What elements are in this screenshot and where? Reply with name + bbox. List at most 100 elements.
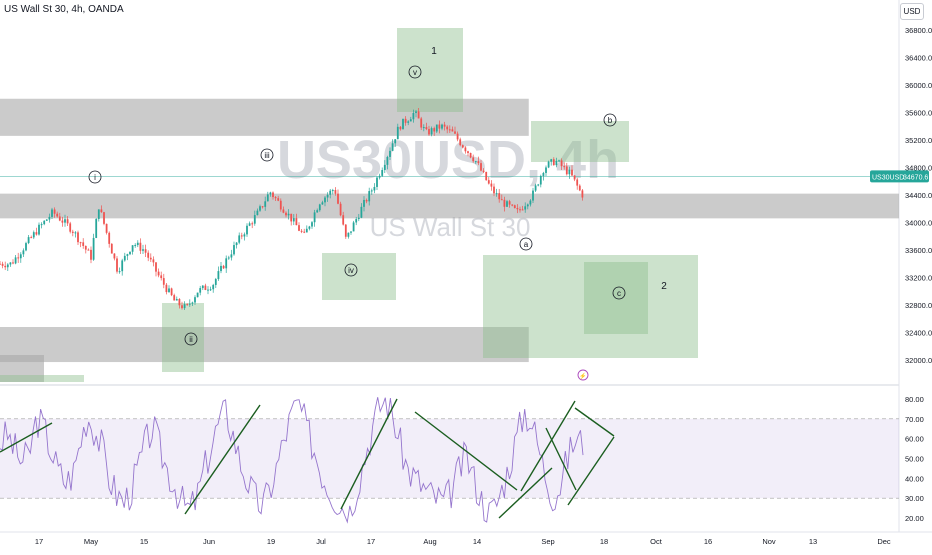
candle-body [168,288,170,293]
candle-body [469,152,472,158]
candle-body [136,242,139,246]
candle-body [311,222,313,227]
candle-body [524,206,527,210]
candle-body [537,184,540,186]
wave-label-b-circle [603,113,617,127]
price-tick-label: 36400.0 [905,54,932,63]
candle-body [165,284,168,293]
candle-body [402,118,404,130]
candle-body [503,199,506,207]
candle-body [399,126,402,130]
candle-body [391,143,394,151]
candle-body [565,166,568,175]
candle-body [69,223,72,232]
candle-body [347,232,350,237]
candle-body [326,194,329,198]
candle-body [409,119,412,122]
time-tick-label: Dec [877,537,891,546]
candle-body [461,145,464,148]
candle-body [157,271,160,276]
candle-body [500,199,503,201]
candle-body [51,209,53,217]
candle-body [204,285,207,291]
candle-body [290,213,293,222]
candle-body [149,257,152,260]
wave-label-1: 1 [431,46,437,57]
candle-body [222,265,225,269]
wave-label-iii-circle [260,148,274,162]
candle-body [451,129,454,132]
candle-body [77,232,79,243]
target-box-4 [322,253,396,300]
candle-body [196,292,199,298]
candle-body [305,228,308,233]
candle-body [191,302,194,304]
candle-body [12,262,14,264]
candle-body [248,223,251,226]
target-box-0 [397,28,463,112]
time-tick-label: 14 [473,537,481,546]
wave-label-ii: ii [189,335,193,344]
candle-body [516,208,519,210]
candle-body [331,190,334,192]
candle-body [532,190,534,201]
candle-body [90,249,92,260]
candle-body [563,166,566,168]
candle-body [534,185,537,191]
price-tick-label: 33200.0 [905,274,932,283]
time-tick-label: Oct [650,537,663,546]
candle-body [32,232,35,238]
candle-body [558,160,560,162]
price-tick-label: 35600.0 [905,109,932,118]
candle-body [292,218,295,222]
candle-body [487,180,490,184]
rsi-trendline-5 [520,400,576,492]
wave-label-b: b [608,116,613,125]
candle-body [373,186,376,191]
time-tick-label: May [84,537,98,546]
candle-body [430,128,433,135]
candle-body [1,263,4,266]
candle-body [383,164,386,171]
candle-body [188,303,191,305]
candle-body [259,206,261,211]
candle-body [555,160,558,166]
zone-support-fragment [0,355,44,382]
candle-body [344,224,347,237]
rsi-trendline-4 [498,467,553,519]
symbol-title: US Wall St 30, 4h, OANDA [4,4,124,15]
time-tick-label: 16 [704,537,712,546]
wave-label-iii: iii [264,151,270,160]
candle-body [74,232,77,234]
candle-body [511,204,514,206]
candle-body [508,201,511,205]
currency-button[interactable]: USD [900,3,924,20]
candle-body [365,199,368,202]
candle-body [170,288,173,296]
candle-body [435,124,438,132]
candle-body [417,111,420,119]
candle-body [61,220,64,223]
candle-body [194,297,196,303]
price-badge-symbol: US30USD [872,174,904,181]
candle-body [126,254,129,256]
candle-body [279,200,282,210]
wave-label-ii-circle [184,332,198,346]
candle-body [199,288,202,293]
time-tick-label: 15 [140,537,148,546]
candle-body [139,242,142,251]
lightning-icon-glyph: ⚡ [579,372,586,380]
candle-body [542,172,545,176]
candle-body [56,213,59,217]
candle-body [448,129,451,131]
candle-body [238,235,241,243]
candle-body [217,271,220,280]
price-badge [870,170,929,183]
candle-body [386,156,389,165]
candle-body [443,124,446,127]
candle-body [389,150,391,157]
wave-label-iv-circle [344,263,358,277]
candle-body [407,121,410,123]
